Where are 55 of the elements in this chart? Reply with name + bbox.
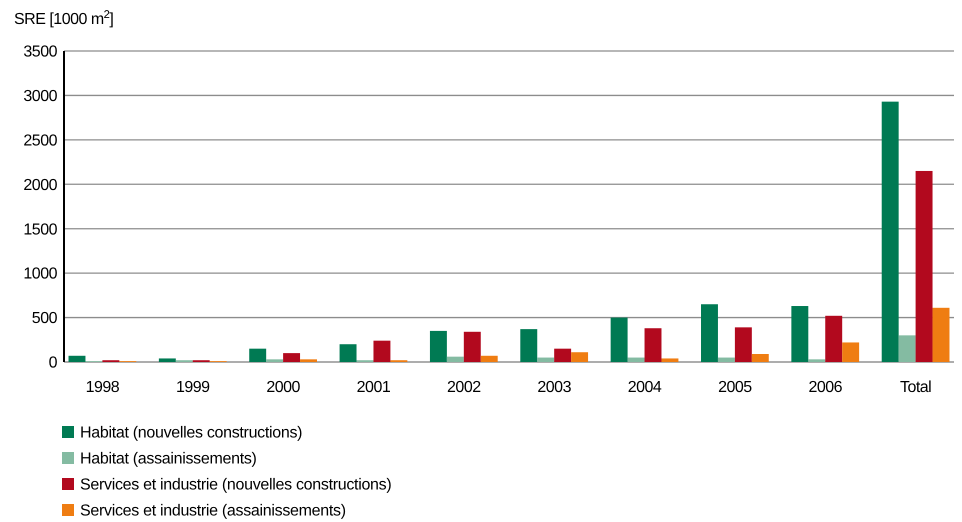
bar bbox=[537, 358, 554, 362]
legend-label: Services et industrie (nouvelles constructions) bbox=[80, 476, 392, 494]
bar bbox=[701, 304, 718, 362]
y-tick-label: 2000 bbox=[23, 176, 58, 194]
bar bbox=[898, 335, 916, 362]
bar bbox=[464, 332, 481, 362]
x-tick-label: 2001 bbox=[356, 379, 391, 396]
bar bbox=[808, 359, 826, 362]
bar bbox=[644, 328, 662, 362]
x-tick-label: 1999 bbox=[176, 379, 210, 396]
x-tick-label: Total bbox=[900, 379, 932, 396]
bar bbox=[882, 102, 899, 362]
legend-label: Habitat (assainissements) bbox=[80, 450, 257, 468]
bar bbox=[430, 330, 447, 362]
bar bbox=[916, 170, 933, 362]
bar bbox=[791, 306, 808, 362]
y-axis-title: SRE [1000 m$^{2}$] bbox=[14, 9, 114, 28]
bar bbox=[283, 353, 300, 362]
x-tick-label: 2003 bbox=[537, 379, 572, 396]
bar bbox=[628, 358, 645, 362]
bar bbox=[68, 356, 86, 362]
bar bbox=[661, 358, 678, 362]
bar bbox=[825, 316, 842, 362]
bar bbox=[266, 359, 284, 362]
bar bbox=[752, 354, 769, 362]
bar bbox=[249, 348, 266, 362]
bar bbox=[842, 342, 860, 362]
y-tick-label: 3500 bbox=[23, 44, 58, 61]
y-tick-label: 2500 bbox=[23, 132, 58, 150]
bar bbox=[158, 358, 176, 362]
bar bbox=[446, 356, 464, 362]
x-tick-label: 2002 bbox=[447, 379, 482, 396]
bar bbox=[571, 352, 588, 362]
bar bbox=[718, 358, 735, 362]
x-tick-label: 2005 bbox=[718, 379, 752, 396]
bar bbox=[734, 327, 752, 362]
bar bbox=[300, 359, 317, 362]
bar bbox=[554, 348, 572, 362]
bar bbox=[932, 308, 950, 362]
x-tick-label: 2000 bbox=[266, 379, 301, 396]
bar bbox=[340, 344, 357, 362]
legend-label: Habitat (nouvelles constructions) bbox=[80, 424, 302, 442]
x-tick-label: 2006 bbox=[808, 379, 843, 396]
y-tick-label: 500 bbox=[32, 310, 58, 328]
y-tick-label: 0 bbox=[48, 354, 58, 372]
x-tick-label: 1998 bbox=[86, 379, 120, 396]
bar bbox=[520, 329, 538, 362]
y-tick-label: 1000 bbox=[23, 266, 58, 283]
x-tick-label: 2004 bbox=[628, 379, 662, 396]
y-tick-label: 1500 bbox=[23, 221, 58, 238]
bar bbox=[373, 340, 390, 362]
bar bbox=[480, 356, 498, 362]
legend-label: Services et industrie (assainissements) bbox=[80, 502, 346, 520]
bar bbox=[610, 318, 628, 362]
y-tick-label: 3000 bbox=[23, 88, 58, 106]
